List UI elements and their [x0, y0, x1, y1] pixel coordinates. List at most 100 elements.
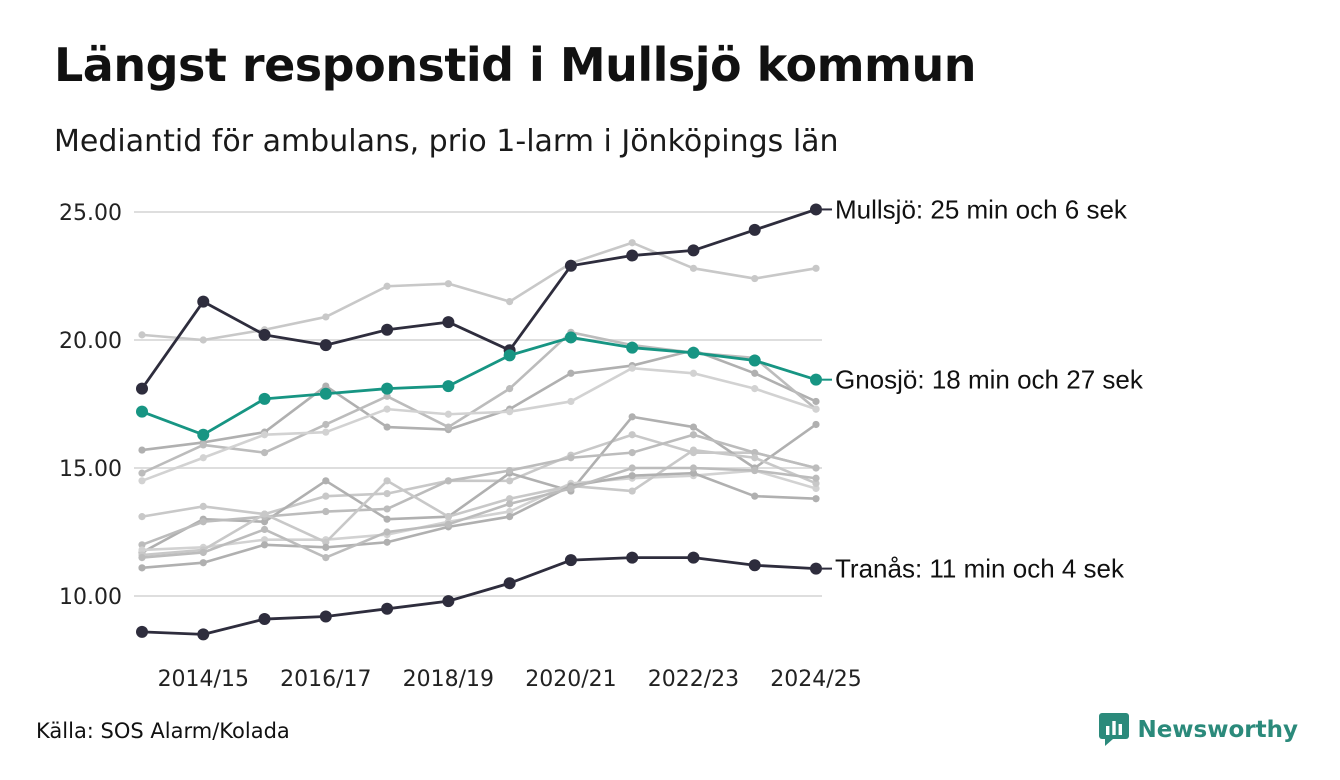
series-point	[322, 492, 330, 500]
series-point	[812, 420, 820, 429]
series-point	[260, 536, 269, 544]
background-series-line	[138, 346, 820, 454]
chart-title: Längst responstid i Mullsjö kommun	[54, 38, 976, 92]
series-point	[199, 454, 207, 462]
series-point[interactable]	[319, 610, 332, 623]
series-point[interactable]	[136, 382, 148, 395]
series-point	[444, 423, 452, 431]
series-point[interactable]	[626, 249, 639, 262]
series-point[interactable]	[381, 382, 394, 395]
series-line	[141, 466, 817, 559]
x-tick-label: 2018/19	[403, 667, 494, 692]
series-point	[506, 298, 514, 306]
series-point	[383, 282, 391, 290]
series-point[interactable]	[136, 405, 148, 418]
series-point	[322, 420, 330, 429]
background-series-line	[138, 431, 820, 549]
series-point	[322, 554, 330, 562]
series-end-label: Tranås: 11 min och 4 sek	[835, 554, 1125, 584]
series-point[interactable]	[258, 613, 271, 626]
series-point[interactable]	[258, 392, 271, 405]
series-point[interactable]	[319, 339, 332, 352]
series-point	[199, 502, 207, 510]
series-point	[383, 490, 391, 498]
series-point	[322, 507, 330, 516]
series-point	[138, 554, 146, 562]
series-point[interactable]	[258, 328, 271, 341]
series-point[interactable]	[687, 244, 700, 257]
series-point[interactable]	[381, 602, 394, 615]
series-point	[689, 423, 698, 431]
x-tick-label: 2020/21	[525, 667, 616, 692]
x-axis-ticks: 2014/15 2016/17 2018/19 2020/21 2022/23 2024/…	[158, 667, 862, 692]
series-point	[751, 274, 759, 283]
series-point	[383, 405, 391, 413]
series-point	[812, 495, 820, 503]
series-point[interactable]	[810, 562, 822, 575]
series-point	[260, 525, 269, 534]
series-point[interactable]	[626, 551, 639, 564]
series-point	[383, 423, 391, 431]
series-point[interactable]	[197, 295, 210, 308]
series-point	[506, 408, 514, 416]
series-point	[506, 466, 514, 475]
series-point[interactable]	[626, 341, 639, 354]
series-point	[812, 405, 820, 413]
series-point[interactable]	[748, 559, 761, 572]
series-point	[812, 479, 820, 487]
series-point	[199, 336, 207, 344]
series-point[interactable]	[136, 625, 148, 638]
x-tick-label: 2022/23	[648, 667, 739, 692]
series-point[interactable]	[442, 595, 455, 608]
series-line	[141, 366, 817, 483]
series-point	[444, 477, 452, 485]
series-point	[628, 431, 636, 439]
series-point[interactable]	[564, 331, 577, 344]
series-point	[444, 520, 452, 528]
series-point[interactable]	[687, 346, 700, 359]
series-point	[689, 431, 698, 439]
series-point[interactable]	[197, 628, 210, 641]
series-point[interactable]	[810, 203, 822, 216]
series-line	[141, 336, 817, 437]
background-series-line	[138, 464, 820, 562]
y-tick-label: 20.00	[59, 329, 122, 354]
x-tick-label: 2024/25	[770, 667, 861, 692]
series-point[interactable]	[564, 554, 577, 567]
series-point[interactable]	[197, 428, 210, 441]
series-point[interactable]	[381, 323, 394, 336]
series-point	[260, 541, 269, 549]
series-point[interactable]	[442, 316, 455, 329]
brand-name: Newsworthy	[1137, 717, 1298, 743]
series-point[interactable]	[503, 349, 516, 362]
series-point[interactable]	[687, 551, 700, 564]
series-point[interactable]	[564, 259, 577, 272]
series-point	[444, 513, 452, 521]
series-point	[444, 280, 452, 288]
brand-logo-block[interactable]: Newsworthy	[1099, 713, 1298, 747]
series-point	[751, 449, 759, 457]
series-point	[628, 364, 636, 372]
series-point	[628, 413, 636, 421]
series-point[interactable]	[748, 223, 761, 236]
series-point	[751, 369, 759, 377]
series-point[interactable]	[442, 380, 455, 393]
y-tick-label: 25.00	[59, 201, 122, 226]
chart-subtitle: Mediantid för ambulans, prio 1-larm i Jö…	[54, 124, 839, 159]
background-series-line	[138, 469, 820, 572]
series-point	[567, 369, 575, 377]
source-note: Källa: SOS Alarm/Kolada	[36, 719, 290, 743]
series-point	[138, 546, 146, 554]
series-point[interactable]	[503, 577, 516, 590]
series-point	[689, 264, 698, 272]
series-point	[322, 543, 330, 551]
series-point[interactable]	[319, 387, 332, 400]
series-point	[628, 239, 636, 247]
series-point[interactable]	[748, 354, 761, 367]
y-axis-ticks: 10.00 15.00 20.00 25.00	[59, 201, 122, 610]
series-point	[812, 397, 820, 406]
series-point	[751, 466, 759, 475]
series-point	[812, 474, 820, 482]
series-point[interactable]	[810, 373, 822, 386]
highlighted-series-mullsjö	[136, 203, 822, 395]
